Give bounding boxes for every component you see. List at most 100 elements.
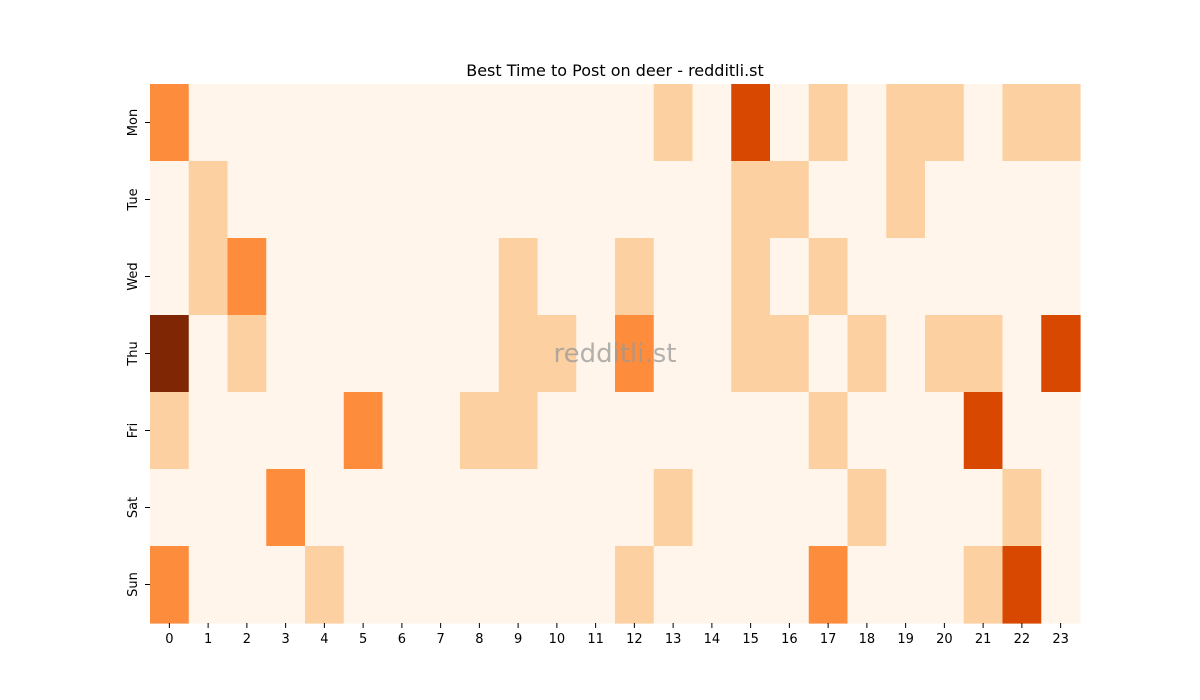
heatmap-cells [150,84,1081,624]
heatmap-cell-wed-6 [382,238,422,316]
heatmap-cell-wed-16 [770,238,810,316]
heatmap-cell-tue-4 [305,161,345,239]
heatmap-cell-sat-7 [421,469,461,547]
heatmap-cell-thu-14 [692,315,732,393]
heatmap-cell-thu-0 [150,315,190,393]
heatmap-cell-tue-0 [150,161,190,239]
x-tick-label: 12 [626,632,643,647]
heatmap-cell-tue-13 [653,161,694,239]
heatmap-cell-sun-22 [1002,546,1042,624]
heatmap-cell-sat-22 [1002,469,1042,547]
heatmap-cell-mon-9 [498,84,539,162]
heatmap-cell-fri-12 [615,392,655,470]
heatmap-cell-sun-17 [808,546,849,624]
x-tick-label: 17 [820,632,837,647]
heatmap-cell-fri-23 [1041,392,1081,470]
heatmap-cell-sun-9 [498,546,539,624]
heatmap-cell-tue-20 [925,161,965,239]
x-tick-label: 14 [704,632,721,647]
y-tick-label: Fri [126,423,141,439]
x-tick-label: 1 [204,632,212,647]
heatmap-cell-sat-1 [188,469,229,547]
heatmap-cell-sat-2 [227,469,267,547]
heatmap-cell-thu-3 [266,315,306,393]
heatmap-cell-thu-2 [227,315,267,393]
heatmap-cell-fri-11 [576,392,616,470]
heatmap-cell-tue-23 [1041,161,1081,239]
heatmap-cell-tue-5 [343,161,384,239]
heatmap-cell-sat-5 [343,469,384,547]
heatmap-cell-mon-13 [653,84,694,162]
heatmap-cell-wed-8 [460,238,500,316]
heatmap-cell-wed-9 [498,238,539,316]
heatmap-cell-fri-18 [847,392,887,470]
heatmap-cell-sun-19 [886,546,926,624]
x-tick-label: 11 [587,632,604,647]
heatmap-cell-tue-10 [537,161,577,239]
heatmap-cell-sun-6 [382,546,422,624]
heatmap-cell-tue-6 [382,161,422,239]
heatmap-cell-sat-21 [963,469,1004,547]
heatmap-cell-mon-14 [692,84,732,162]
heatmap-cell-thu-15 [731,315,771,393]
heatmap-cell-fri-10 [537,392,577,470]
heatmap-cell-fri-5 [343,392,384,470]
heatmap-cell-mon-4 [305,84,345,162]
heatmap-cell-fri-13 [653,392,694,470]
heatmap-cell-mon-0 [150,84,190,162]
heatmap-cell-wed-5 [343,238,384,316]
heatmap-cell-tue-7 [421,161,461,239]
heatmap-cell-fri-4 [305,392,345,470]
heatmap-cell-wed-11 [576,238,616,316]
heatmap-cell-thu-4 [305,315,345,393]
x-tick-label: 23 [1052,632,1069,647]
heatmap-cell-thu-18 [847,315,887,393]
heatmap-cell-mon-7 [421,84,461,162]
heatmap-cell-mon-6 [382,84,422,162]
heatmap-cell-fri-7 [421,392,461,470]
heatmap-cell-tue-22 [1002,161,1042,239]
heatmap-cell-thu-12 [615,315,655,393]
heatmap-cell-wed-15 [731,238,771,316]
heatmap-cell-fri-21 [963,392,1004,470]
heatmap-cell-sat-14 [692,469,732,547]
heatmap-cell-mon-23 [1041,84,1081,162]
x-tick-label: 6 [398,632,406,647]
heatmap-cell-sat-6 [382,469,422,547]
heatmap-cell-wed-4 [305,238,345,316]
heatmap-cell-mon-21 [963,84,1004,162]
heatmap-cell-wed-18 [847,238,887,316]
heatmap-cell-wed-21 [963,238,1004,316]
x-tick-label: 20 [936,632,953,647]
heatmap-cell-fri-0 [150,392,190,470]
heatmap-cell-sat-9 [498,469,539,547]
heatmap-cell-wed-3 [266,238,306,316]
heatmap-cell-sun-7 [421,546,461,624]
heatmap-cell-wed-2 [227,238,267,316]
heatmap-cell-mon-12 [615,84,655,162]
heatmap-cell-sun-4 [305,546,345,624]
heatmap-cell-sat-13 [653,469,694,547]
heatmap-cell-tue-19 [886,161,926,239]
heatmap-cell-sat-19 [886,469,926,547]
heatmap-cell-sun-12 [615,546,655,624]
heatmap-cell-sun-15 [731,546,771,624]
x-tick-label: 8 [475,632,483,647]
heatmap-cell-wed-14 [692,238,732,316]
heatmap-cell-sun-8 [460,546,500,624]
x-tick-label: 21 [975,632,992,647]
heatmap-cell-fri-20 [925,392,965,470]
heatmap-cell-wed-23 [1041,238,1081,316]
y-axis: Mon Tue Wed Thu Fri Sat Sun [126,109,150,597]
heatmap-cell-sun-20 [925,546,965,624]
heatmap-cell-sat-12 [615,469,655,547]
heatmap-cell-mon-22 [1002,84,1042,162]
heatmap-cell-sun-2 [227,546,267,624]
heatmap-cell-wed-22 [1002,238,1042,316]
heatmap-cell-sun-23 [1041,546,1081,624]
x-tick-label: 3 [281,632,289,647]
heatmap-cell-fri-2 [227,392,267,470]
heatmap-cell-tue-18 [847,161,887,239]
heatmap-cell-fri-19 [886,392,926,470]
heatmap-cell-sun-5 [343,546,384,624]
